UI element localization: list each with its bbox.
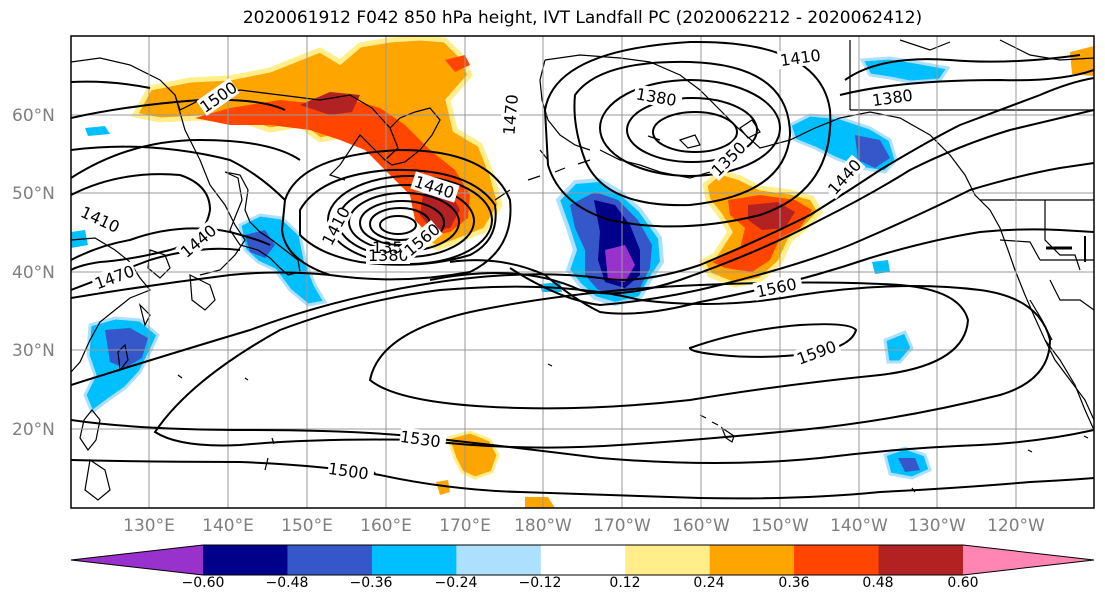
colorbar-segment — [625, 545, 711, 575]
contour-label: 1470 — [499, 94, 521, 136]
lat-label: 20°N — [12, 420, 55, 440]
lon-label: 160°W — [672, 516, 730, 536]
lon-label: 160°E — [360, 516, 412, 536]
lon-label: 130°E — [123, 516, 175, 536]
lon-label: 120°W — [987, 516, 1045, 536]
contour-labels: 1500 1410 1440 1470 1410 1380 1350 1440 … — [76, 44, 922, 483]
colorbar-tick-label: 0.12 — [609, 575, 640, 591]
longitude-labels: 130°E 140°E 150°E 160°E 170°E 180°W 170°… — [123, 516, 1045, 536]
grid-lines — [71, 36, 1094, 508]
lon-label: 150°E — [281, 516, 333, 536]
lon-label: 130°W — [908, 516, 966, 536]
colorbar-extend-min — [71, 545, 203, 575]
colorbar-ticks: −0.60 −0.48 −0.36 −0.24 −0.12 0.12 0.24 … — [182, 575, 979, 591]
lon-label: 170°W — [593, 516, 651, 536]
colorbar-segment — [794, 545, 880, 575]
lon-label: 170°E — [439, 516, 491, 536]
lon-label: 150°W — [751, 516, 809, 536]
colorbar-segment — [287, 545, 373, 575]
colorbar — [70, 544, 1095, 576]
lat-label: 30°N — [12, 341, 55, 361]
colorbar-segment — [456, 545, 542, 575]
colorbar-tick-label: 0.48 — [862, 575, 893, 591]
colorbar-extend-max — [963, 545, 1094, 575]
colorbar-tick-label: −0.48 — [266, 575, 309, 591]
lat-label: 50°N — [12, 184, 55, 204]
lon-label: 180°W — [514, 516, 572, 536]
lon-label: 140°W — [830, 516, 888, 536]
contour-label: 1380 — [368, 246, 409, 265]
lon-label: 140°E — [202, 516, 254, 536]
colorbar-segment — [540, 545, 626, 575]
colorbar-tick-label: 0.60 — [947, 575, 978, 591]
colorbar-tick-label: −0.60 — [182, 575, 225, 591]
lat-label: 40°N — [12, 263, 55, 283]
lat-label: 60°N — [12, 106, 55, 126]
map-frame — [70, 35, 1095, 509]
colorbar-tick-label: −0.12 — [519, 575, 562, 591]
colorbar-tick-label: 0.36 — [778, 575, 809, 591]
latitude-labels: 60°N 50°N 40°N 30°N 20°N — [12, 106, 55, 440]
colorbar-tick-label: −0.36 — [350, 575, 393, 591]
colorbar-segment — [878, 545, 964, 575]
colorbar-tick-label: 0.24 — [693, 575, 724, 591]
contour-label: 1350 — [372, 238, 413, 257]
map-title: 2020061912 F042 850 hPa height, IVT Land… — [242, 8, 923, 28]
colorbar-outline — [70, 544, 1095, 576]
colorbar-tick-label: −0.24 — [435, 575, 478, 591]
ivt-negative-fields — [71, 56, 951, 480]
colorbar-segment — [709, 545, 795, 575]
colorbar-segment — [371, 545, 457, 575]
colorbar-segment — [203, 545, 288, 575]
